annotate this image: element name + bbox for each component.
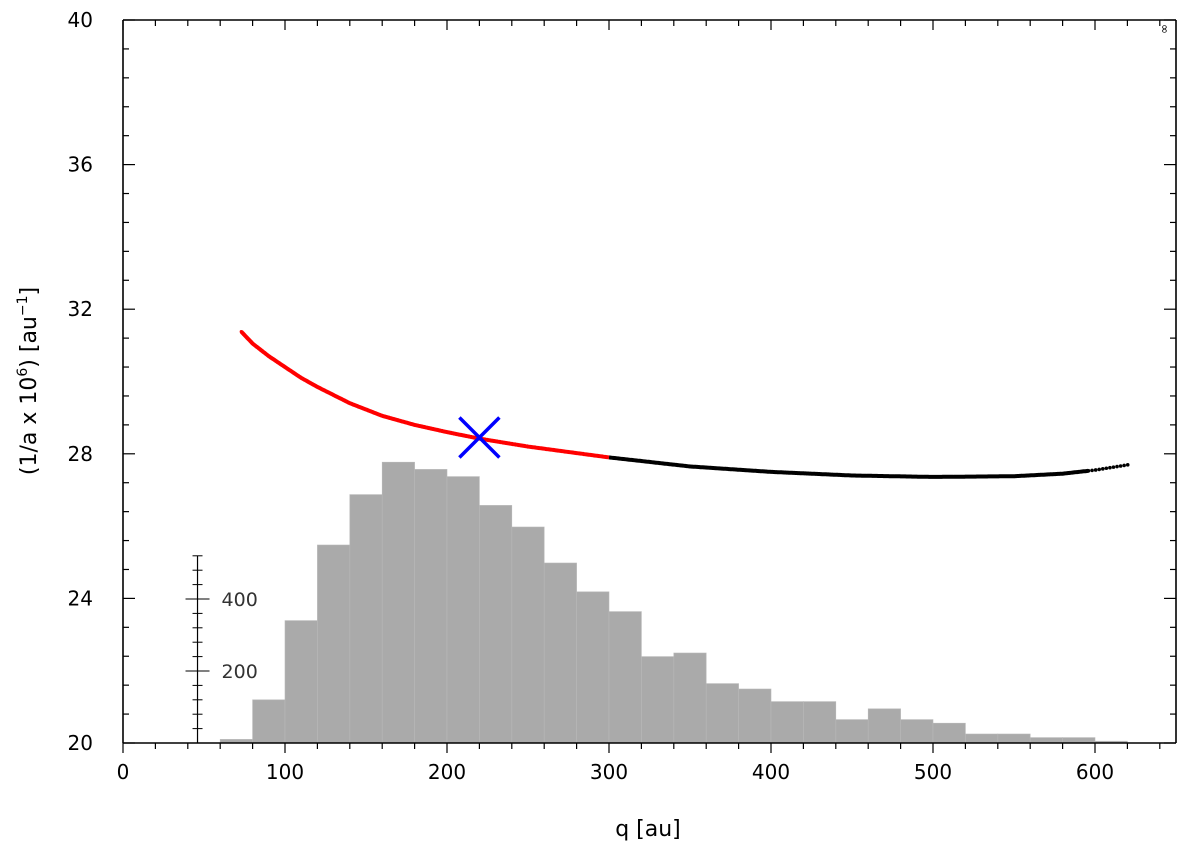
- histogram-bar: [576, 591, 610, 744]
- histogram-bar: [446, 476, 480, 744]
- histogram-bar: [284, 620, 318, 744]
- curve-point: [1118, 464, 1123, 468]
- curve-point: [1122, 463, 1126, 468]
- histogram-bar: [867, 708, 901, 744]
- histogram-bar: [641, 656, 675, 744]
- histogram-bar: [1029, 737, 1063, 744]
- histogram-bar: [835, 719, 869, 744]
- x-tick-label: 100: [266, 760, 304, 784]
- histogram-bar: [803, 701, 837, 744]
- histogram-bar: [738, 688, 772, 744]
- x-tick-label: 500: [914, 760, 952, 784]
- curve-point: [242, 332, 246, 336]
- y-tick-label: 32: [68, 297, 93, 321]
- y-axis-title-mid: ) [au: [17, 316, 42, 368]
- x-tick-label: 200: [428, 760, 466, 784]
- curve-black-segment: [608, 455, 1089, 479]
- histogram-bar: [965, 733, 999, 744]
- histogram-bar: [705, 683, 739, 744]
- x-tick-label: 0: [117, 760, 130, 784]
- curve-point: [1097, 467, 1102, 472]
- histogram-bar: [770, 701, 804, 744]
- histogram-bar: [673, 652, 707, 744]
- curve-red-segment: [239, 330, 610, 460]
- histogram-bar: [511, 526, 545, 744]
- histogram: [219, 461, 1128, 744]
- histogram-bar: [317, 544, 351, 744]
- curve-point: [244, 335, 249, 339]
- curve-point: [1086, 468, 1091, 473]
- curve-point: [1115, 464, 1119, 469]
- histogram-bar: [414, 469, 448, 744]
- y-tick-label: 24: [68, 586, 93, 610]
- curve-point: [250, 340, 254, 345]
- histogram-bar: [252, 699, 286, 744]
- curve-point: [1100, 467, 1105, 471]
- histogram-count-axis: 200 400: [185, 555, 258, 744]
- histogram-bar: [479, 505, 513, 744]
- histogram-bar: [900, 719, 934, 744]
- y-tick-label: 36: [68, 153, 93, 177]
- histogram-bar: [608, 611, 642, 744]
- y-axis-title: (1/a x 106) [au−1]: [15, 287, 42, 475]
- curve-point: [1090, 468, 1094, 473]
- curve-point: [239, 330, 243, 334]
- axes: 0 100 200 300 400 500 600 20 24 28 32 36 40: [68, 8, 1177, 784]
- curve-point: [1108, 465, 1112, 470]
- curve-point: [1125, 463, 1130, 467]
- count-axis-tick-label: 400: [222, 589, 258, 611]
- y-axis-title-unit-exp: −1: [15, 295, 31, 316]
- curve-point: [1104, 466, 1109, 471]
- curve-point: [1093, 468, 1098, 472]
- histogram-bar: [543, 562, 577, 744]
- y-axis-title-open: (1/a x 10: [17, 377, 42, 475]
- count-axis-tick-label: 200: [222, 661, 258, 683]
- x-axis-title: q [au]: [615, 817, 681, 842]
- histogram-bar: [932, 722, 966, 744]
- y-tick-label: 28: [68, 442, 93, 466]
- data-curve: [239, 330, 1130, 479]
- y-axis-title-close: ]: [17, 287, 42, 296]
- curve-point: [247, 338, 251, 342]
- y-tick-label: 40: [68, 8, 93, 32]
- histogram-bar: [349, 494, 383, 744]
- curve-point: [1111, 465, 1116, 469]
- x-tick-label: 400: [752, 760, 790, 784]
- x-tick-label: 300: [590, 760, 628, 784]
- histogram-bar: [1062, 737, 1096, 744]
- histogram-bar: [997, 733, 1031, 744]
- marker-stroke: [458, 416, 501, 459]
- y-tick-label: 20: [68, 731, 93, 755]
- marker-x: [458, 416, 501, 459]
- histogram-bar: [381, 461, 415, 744]
- curve-point: [252, 343, 256, 347]
- corner-mark: ∞: [1157, 24, 1171, 34]
- x-tick-label: 600: [1076, 760, 1114, 784]
- y-axis-title-exp: 6: [15, 368, 31, 377]
